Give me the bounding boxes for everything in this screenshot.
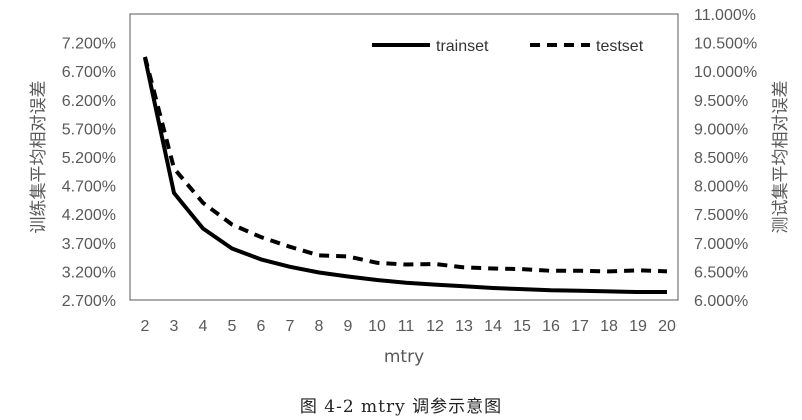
legend-label-trainset: trainset — [436, 38, 489, 55]
right-tick-label: 10.000% — [694, 64, 757, 81]
x-tick-label: 7 — [286, 318, 295, 335]
x-tick-label: 8 — [315, 318, 324, 335]
left-tick-label: 4.700% — [62, 179, 116, 196]
left-tick-label: 3.200% — [62, 264, 116, 281]
x-tick-label: 4 — [199, 318, 208, 335]
left-axis-title: 训练集平均相对误差 — [29, 81, 49, 234]
figure-caption: 图 4-2 mtry 调参示意图 — [299, 397, 503, 417]
right-tick-label: 6.500% — [694, 264, 748, 281]
left-tick-label: 5.700% — [62, 121, 116, 138]
x-tick-label: 18 — [600, 318, 618, 335]
x-tick-label: 15 — [513, 318, 531, 335]
x-tick-label: 13 — [455, 318, 473, 335]
plot-area-frame — [129, 13, 679, 301]
series-line-trainset — [143, 57, 667, 294]
x-axis-title: mtry — [384, 347, 424, 367]
left-tick-label: 2.700% — [62, 293, 116, 310]
right-tick-label: 6.000% — [694, 293, 748, 310]
x-tick-label: 20 — [658, 318, 676, 335]
right-tick-label: 9.500% — [694, 93, 748, 110]
left-tick-label: 6.200% — [62, 93, 116, 110]
left-tick-label: 7.200% — [62, 36, 116, 53]
right-tick-label: 7.500% — [694, 207, 748, 224]
left-tick-label: 3.700% — [62, 236, 116, 253]
x-tick-label: 9 — [344, 318, 353, 335]
x-tick-label: 2 — [141, 318, 150, 335]
left-tick-label: 4.200% — [62, 207, 116, 224]
right-tick-label: 11.000% — [694, 7, 756, 24]
right-tick-label: 8.000% — [694, 179, 748, 196]
line-chart: 2.700% 3.200% 3.700% 4.200% 4.700% 5.200% 5.70… — [29, 7, 791, 367]
x-tick-label: 10 — [368, 318, 386, 335]
left-tick-label: 6.700% — [62, 64, 116, 81]
series-lines — [143, 56, 668, 294]
left-tick-label: 5.200% — [62, 150, 116, 167]
legend-label-testset: testset — [596, 38, 644, 55]
x-tick-label: 6 — [257, 318, 266, 335]
left-axis-ticks: 2.700% 3.200% 3.700% 4.200% 4.700% 5.200% 5.70… — [62, 36, 116, 310]
right-tick-label: 9.000% — [694, 121, 748, 138]
series-line-testset — [143, 56, 668, 274]
x-tick-label: 12 — [426, 318, 444, 335]
x-tick-label: 17 — [571, 318, 589, 335]
x-tick-label: 3 — [170, 318, 179, 335]
right-axis-ticks: 6.000% 6.500% 7.000% 7.500% 8.000% 8.500% 9.00… — [694, 7, 757, 310]
right-tick-label: 7.000% — [694, 236, 748, 253]
x-axis-ticks: 2 3 4 5 6 7 8 9 10 11 12 13 14 15 16 17 18 19 20 — [141, 318, 676, 335]
x-tick-label: 16 — [542, 318, 560, 335]
x-tick-label: 14 — [484, 318, 502, 335]
x-tick-label: 19 — [629, 318, 647, 335]
x-tick-label: 11 — [398, 318, 415, 335]
x-tick-label: 5 — [228, 318, 237, 335]
right-axis-title: 测试集平均相对误差 — [771, 81, 791, 234]
right-tick-label: 8.500% — [694, 150, 748, 167]
right-tick-label: 10.500% — [694, 36, 757, 53]
legend: trainset testset — [372, 38, 644, 55]
